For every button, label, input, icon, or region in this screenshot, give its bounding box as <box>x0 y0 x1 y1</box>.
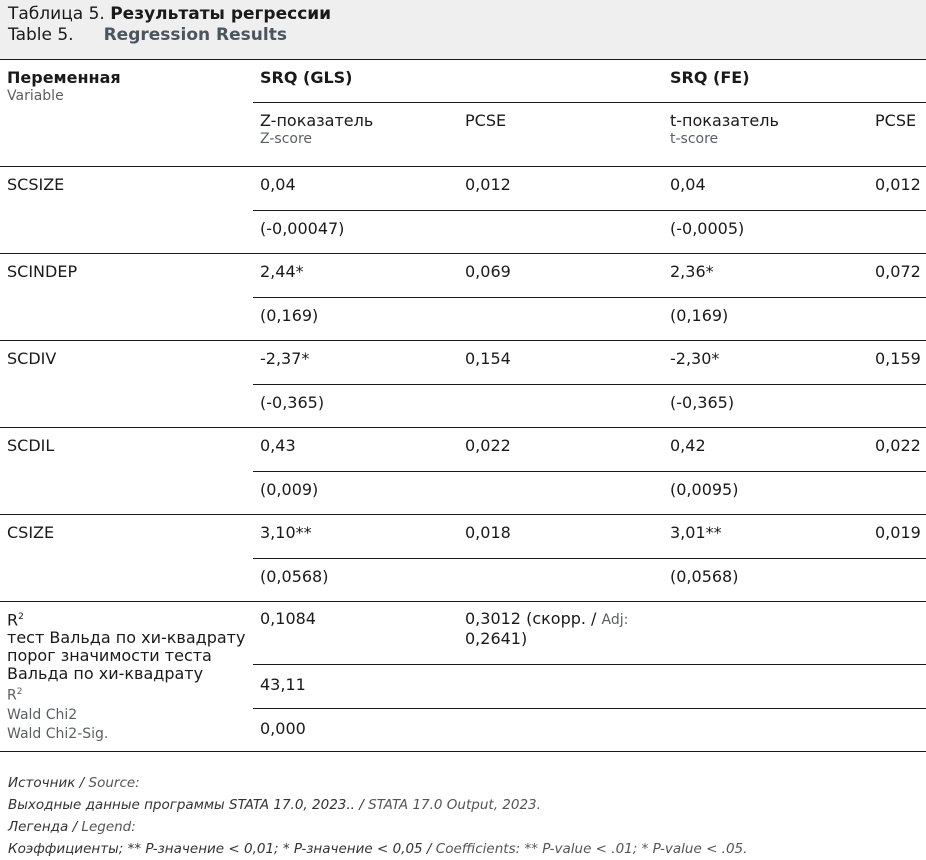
pcse-fe: 0,159 <box>868 340 926 385</box>
label-r2-ru: R2 <box>7 610 24 630</box>
sig-value: 0,000 <box>253 708 926 752</box>
col3-ru: t-показатель <box>670 111 779 130</box>
z-score: 2,44* <box>253 253 458 298</box>
variable-name: SCDIV <box>0 340 253 428</box>
variable-name: SCSIZE <box>0 166 253 254</box>
subheader-row: Z-показатель Z-score PCSE t-показатель t-s… <box>0 102 926 167</box>
table-row-se: (-0,00047) (-0,0005) <box>0 210 926 254</box>
stats-row-wald: 43,11 <box>0 664 926 709</box>
col4-header: PCSE <box>868 102 926 167</box>
z-score: 0,43 <box>253 427 458 472</box>
table-row: SCDIL 0,43 0,022 0,42 0,022 <box>0 427 926 515</box>
z-score: -2,37* <box>253 340 458 385</box>
t-score: 0,04 <box>663 166 868 211</box>
label-r2-en: R2 <box>7 687 23 704</box>
t-score: 0,42 <box>663 427 868 472</box>
table-caption: Таблица 5. Результаты регрессии Table 5.… <box>0 0 926 59</box>
caption-ru-title: Результаты регрессии <box>110 4 332 24</box>
z-se: (-0,00047) <box>253 210 663 254</box>
label-wald-ru: тест Вальда по хи-квадрату <box>7 628 246 648</box>
caption-en-title: Regression Results <box>103 25 287 45</box>
pcse-gls: 0,012 <box>458 166 663 211</box>
r2-fe-value: 0,3012 (скорр. / Adj: 0,2641) <box>458 601 926 665</box>
stats-row-r2: R2 тест Вальда по хи-квадрату порог знач… <box>0 601 926 752</box>
pcse-fe: 0,012 <box>868 166 926 211</box>
t-se: (0,0095) <box>663 471 926 515</box>
z-score: 0,04 <box>253 166 458 211</box>
variable-header: Переменная Variable <box>0 59 253 167</box>
col1-header: Z-показатель Z-score <box>253 102 458 167</box>
col2-header: PCSE <box>458 102 663 167</box>
source-text: Выходные данные программы STATA 17.0, 20… <box>8 797 541 813</box>
table-row: CSIZE 3,10** 0,018 3,01** 0,019 <box>0 514 926 602</box>
caption-en-prefix: Table 5. <box>8 25 74 45</box>
variable-header-en: Variable <box>7 88 64 104</box>
t-se: (0,0568) <box>663 558 926 602</box>
table-row-se: (-0,365) (-0,365) <box>0 384 926 428</box>
variable-name: SCDIL <box>0 427 253 515</box>
pcse-gls: 0,022 <box>458 427 663 472</box>
pcse-gls: 0,069 <box>458 253 663 298</box>
r2-value: 0,1084 <box>253 601 458 665</box>
t-se: (0,169) <box>663 297 926 341</box>
caption-ru-prefix: Таблица 5. <box>8 4 105 24</box>
pcse-fe: 0,022 <box>868 427 926 472</box>
z-se: (0,169) <box>253 297 663 341</box>
t-score: -2,30* <box>663 340 868 385</box>
z-se: (0,009) <box>253 471 663 515</box>
col1-ru: Z-показатель <box>260 111 374 130</box>
label-sig-ru: порог значимости теста Вальда по хи-квад… <box>7 646 212 684</box>
table-row: SCDIV -2,37* 0,154 -2,30* 0,159 <box>0 340 926 428</box>
z-se: (0,0568) <box>253 558 663 602</box>
pcse-fe: 0,019 <box>868 514 926 559</box>
table-row: SCINDEP 2,44* 0,069 2,36* 0,072 <box>0 253 926 341</box>
col3-header: t-показатель t-score <box>663 102 868 167</box>
t-score: 2,36* <box>663 253 868 298</box>
table-row-se: (0,169) (0,169) <box>0 297 926 341</box>
legend-text: Коэффициенты; ** P-значение < 0,01; * P-… <box>8 841 748 857</box>
legend-label: Легенда / Legend: <box>8 819 136 835</box>
regression-table: Переменная Variable SRQ (GLS) SRQ (FE) Z-… <box>0 59 926 752</box>
table-row-se: (0,0568) (0,0568) <box>0 558 926 602</box>
variable-name: SCINDEP <box>0 253 253 341</box>
pcse-gls: 0,154 <box>458 340 663 385</box>
pcse-gls: 0,018 <box>458 514 663 559</box>
pcse-fe: 0,072 <box>868 253 926 298</box>
model1-header: SRQ (GLS) <box>253 59 663 103</box>
label-wald-en: Wald Chi2 <box>7 706 78 723</box>
model2-header: SRQ (FE) <box>663 59 926 103</box>
stats-row-sig: 0,000 <box>0 708 926 752</box>
source-label: Источник / Source: <box>8 775 140 791</box>
t-se: (-0,365) <box>663 384 926 428</box>
wald-value: 43,11 <box>253 664 926 709</box>
col1-en: Z-score <box>260 131 313 147</box>
header-row: Переменная Variable SRQ (GLS) SRQ (FE) <box>0 59 926 167</box>
z-score: 3,10** <box>253 514 458 559</box>
table-notes: Источник / Source: Выходные данные прогр… <box>0 752 926 860</box>
col3-en: t-score <box>670 131 719 147</box>
stats-labels: R2 тест Вальда по хи-квадрату порог знач… <box>0 601 253 752</box>
table-row: SCSIZE 0,04 0,012 0,04 0,012 <box>0 166 926 254</box>
t-score: 3,01** <box>663 514 868 559</box>
table-row-se: (0,009) (0,0095) <box>0 471 926 515</box>
z-se: (-0,365) <box>253 384 663 428</box>
label-sig-en: Wald Chi2-Sig. <box>7 725 109 742</box>
t-se: (-0,0005) <box>663 210 926 254</box>
variable-header-ru: Переменная <box>7 68 121 87</box>
variable-name: CSIZE <box>0 514 253 602</box>
